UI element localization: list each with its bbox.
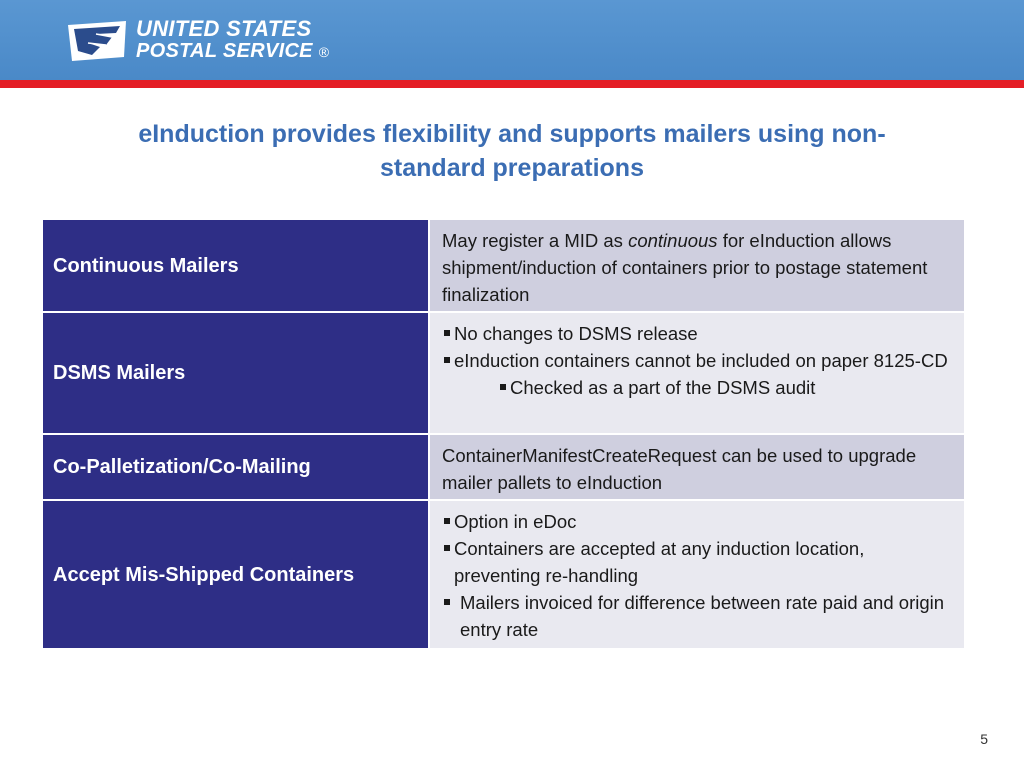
row-description: No changes to DSMS release eInduction co…	[430, 313, 964, 433]
row-label: DSMS Mailers	[43, 313, 430, 433]
sub-bullet-item: Checked as a part of the DSMS audit	[498, 374, 954, 401]
bullet-item: No changes to DSMS release	[442, 320, 954, 347]
header-band: UNITED STATES POSTAL SERVICE ®	[0, 0, 1024, 80]
row-description: Option in eDoc Containers are accepted a…	[430, 501, 964, 648]
desc-text-pre: May register a MID as	[442, 230, 629, 251]
bullet-item: eInduction containers cannot be included…	[442, 347, 954, 374]
page-number: 5	[980, 731, 988, 747]
desc-text-post: for eInduction allows shipment/induction…	[442, 230, 928, 305]
bullet-item: Containers are accepted at any induction…	[442, 535, 954, 589]
table-row: Continuous Mailers May register a MID as…	[43, 220, 964, 313]
title-line1: eInduction provides flexibility and supp…	[138, 120, 886, 148]
table-row: DSMS Mailers No changes to DSMS release …	[43, 313, 964, 435]
row-label: Accept Mis-Shipped Containers	[43, 501, 430, 648]
title-line2: standard preparations	[380, 154, 644, 182]
row-description: ContainerManifestCreateRequest can be us…	[430, 435, 964, 499]
registered-mark: ®	[318, 43, 330, 60]
usps-logo: UNITED STATES POSTAL SERVICE ®	[66, 14, 329, 66]
table-row: Co-Palletization/Co-Mailing ContainerMan…	[43, 435, 964, 501]
row-description: May register a MID as continuous for eIn…	[430, 220, 964, 311]
bullet-item: Mailers invoiced for difference between …	[442, 589, 954, 643]
table-row: Accept Mis-Shipped Containers Option in …	[43, 501, 964, 648]
row-label: Continuous Mailers	[43, 220, 430, 311]
logo-line1: UNITED STATES	[136, 15, 312, 41]
header-red-rule	[0, 80, 1024, 88]
logo-line2-text: POSTAL SERVICE	[136, 39, 313, 62]
logo-line2: POSTAL SERVICE ®	[136, 40, 329, 63]
desc-text-emphasis: continuous	[628, 230, 718, 251]
logo-wordmark: UNITED STATES POSTAL SERVICE ®	[136, 15, 329, 63]
row-label: Co-Palletization/Co-Mailing	[43, 435, 430, 499]
bullet-item: Option in eDoc	[442, 508, 954, 535]
features-table: Continuous Mailers May register a MID as…	[43, 220, 964, 648]
slide-title: eInduction provides flexibility and supp…	[40, 117, 984, 185]
eagle-icon	[68, 21, 126, 61]
